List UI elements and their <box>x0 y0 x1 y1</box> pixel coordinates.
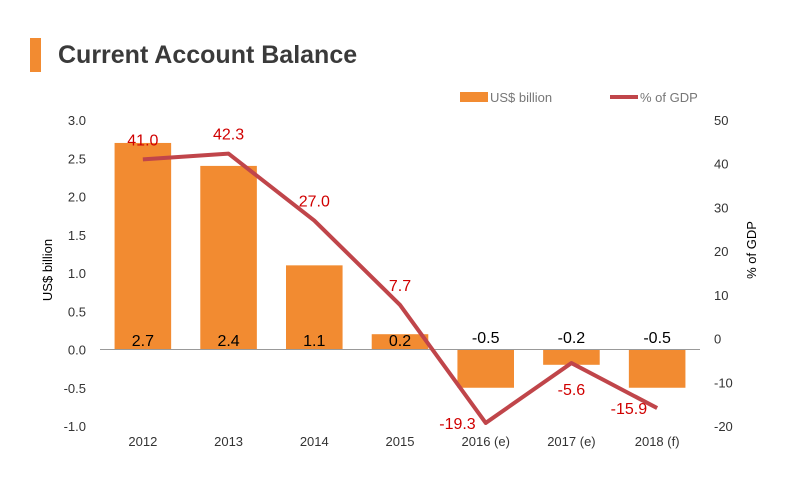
line-value-labels: 41.0 42.3 27.0 7.7 -19.3 -5.6 -15.9 <box>127 127 647 433</box>
right-tick-label: 40 <box>714 157 728 172</box>
bar-value-label: -0.5 <box>643 330 671 347</box>
right-tick-label: 30 <box>714 200 728 215</box>
x-axis-labels: 2012 2013 2014 2015 2016 (e) 2017 (e) 2018 (f) <box>128 434 679 449</box>
right-tick-label: 0 <box>714 332 721 347</box>
line-value-label: -15.9 <box>611 401 648 418</box>
right-tick-label: -10 <box>714 375 733 390</box>
line-value-label: -5.6 <box>558 382 586 399</box>
x-tick-label: 2013 <box>214 434 243 449</box>
right-tick-label: 20 <box>714 244 728 259</box>
bar <box>114 142 172 350</box>
left-tick-label: -0.5 <box>64 381 86 396</box>
right-tick-label: -20 <box>714 419 733 434</box>
bar <box>457 349 514 388</box>
y-axis-label-left: US$ billion <box>40 239 55 301</box>
left-tick-label: 0.0 <box>68 343 86 358</box>
x-tick-label: 2014 <box>300 434 329 449</box>
bar-value-label: 1.1 <box>303 333 325 350</box>
right-tick-label: 50 <box>714 113 728 128</box>
left-tick-label: 0.5 <box>68 304 86 319</box>
title-accent-bar <box>30 38 41 72</box>
chart-title: Current Account Balance <box>58 41 358 69</box>
legend: US$ billion % of GDP <box>460 90 698 105</box>
legend-swatch-bar <box>460 92 488 102</box>
x-tick-label: 2017 (e) <box>547 434 595 449</box>
right-axis-ticks: 50 40 30 20 10 0 -10 -20 <box>714 113 733 434</box>
x-tick-label: 2018 (f) <box>635 434 680 449</box>
left-tick-label: -1.0 <box>64 419 86 434</box>
bar <box>200 165 257 350</box>
line-value-label: 42.3 <box>213 127 244 144</box>
x-tick-label: 2012 <box>128 434 157 449</box>
left-tick-label: 1.0 <box>68 266 86 281</box>
right-tick-label: 10 <box>714 288 728 303</box>
bar-value-label: 2.4 <box>217 333 239 350</box>
legend-label-bar: US$ billion <box>490 90 552 105</box>
left-tick-label: 2.0 <box>68 190 86 205</box>
bar <box>371 334 429 350</box>
legend-label-line: % of GDP <box>640 90 698 105</box>
bar <box>543 349 600 365</box>
bar <box>628 349 686 388</box>
left-axis-ticks: 3.0 2.5 2.0 1.5 1.0 0.5 0.0 -0.5 -1.0 <box>64 113 86 434</box>
y-axis-label-right: % of GDP <box>744 221 759 279</box>
line-series <box>142 151 659 425</box>
bar-value-label: -0.5 <box>472 330 500 347</box>
line-value-label: -19.3 <box>439 416 476 433</box>
bar-value-labels: 2.7 2.4 1.1 0.2 -0.5 -0.2 -0.5 <box>132 330 671 350</box>
bar <box>286 265 343 350</box>
bars <box>114 142 686 388</box>
left-tick-label: 3.0 <box>68 113 86 128</box>
x-tick-label: 2016 (e) <box>462 434 510 449</box>
line-value-label: 27.0 <box>299 194 330 211</box>
bar-value-label: 2.7 <box>132 333 154 350</box>
bar-value-label: -0.2 <box>558 330 586 347</box>
left-tick-label: 2.5 <box>68 151 86 166</box>
bar-value-label: 0.2 <box>389 333 411 350</box>
line-value-label: 7.7 <box>389 278 411 295</box>
left-tick-label: 1.5 <box>68 228 86 243</box>
line-value-label: 41.0 <box>127 132 158 149</box>
x-tick-label: 2015 <box>386 434 415 449</box>
